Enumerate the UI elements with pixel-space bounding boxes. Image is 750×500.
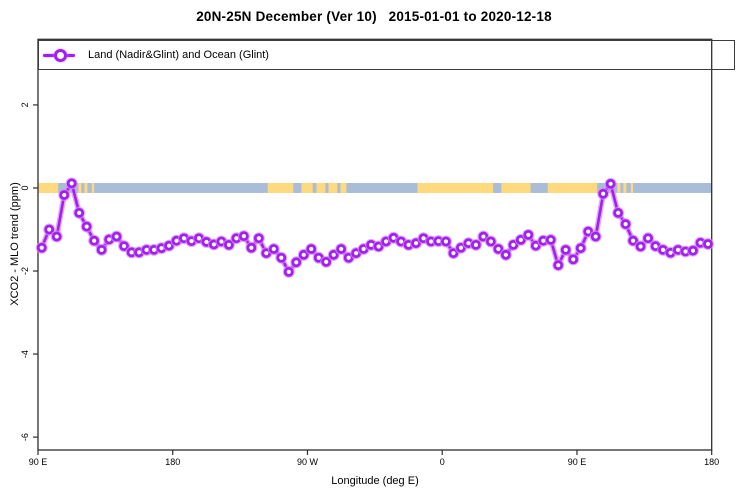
- data-point: [703, 239, 713, 249]
- data-point: [530, 240, 541, 251]
- data-point: [590, 231, 601, 242]
- y-tick-label: -4: [20, 350, 30, 358]
- data-point: [373, 241, 384, 252]
- data-point: [246, 242, 257, 253]
- data-point: [81, 221, 92, 232]
- data-point: [598, 188, 609, 199]
- legend-series-marker-icon: [43, 41, 79, 69]
- data-point: [605, 178, 616, 189]
- map-band-land-segment: [501, 182, 531, 193]
- data-point: [283, 266, 294, 277]
- map-band-ocean: [38, 182, 712, 193]
- data-point: [119, 241, 129, 252]
- data-point: [613, 207, 624, 218]
- data-point: [268, 244, 279, 254]
- y-tick-label: -2: [20, 267, 30, 275]
- x-tick-label: 90 E: [568, 457, 587, 467]
- map-band-land-segment: [623, 182, 627, 193]
- data-point: [508, 239, 519, 250]
- y-tick-label: 0: [20, 185, 30, 190]
- data-point: [471, 239, 481, 250]
- data-point: [51, 231, 62, 242]
- x-tick-label: 180: [165, 457, 180, 467]
- map-band-land-segment: [340, 182, 347, 193]
- data-point: [164, 240, 174, 251]
- data-point: [276, 252, 287, 263]
- x-axis-label: Longitude (deg E): [331, 475, 419, 487]
- data-point: [44, 224, 55, 235]
- map-band-land-segment: [547, 182, 598, 193]
- map-band-land-segment: [328, 182, 338, 193]
- data-point: [306, 244, 317, 254]
- chart-title: 20N-25N December (Ver 10) 2015-01-01 to …: [196, 9, 552, 24]
- data-point: [515, 234, 526, 245]
- data-point: [441, 236, 451, 247]
- data-point: [253, 233, 264, 244]
- map-band-land-segment: [630, 182, 634, 193]
- data-point: [448, 248, 459, 259]
- data-point: [74, 207, 85, 218]
- data-point: [628, 235, 639, 246]
- data-point: [643, 233, 653, 244]
- data-point: [89, 235, 100, 246]
- data-point: [545, 234, 556, 245]
- legend-label: Land (Nadir&Glint) and Ocean (Glint): [88, 49, 269, 61]
- data-point: [291, 257, 302, 268]
- map-band-land-segment: [84, 182, 88, 193]
- data-point: [568, 254, 579, 265]
- data-point: [553, 260, 564, 271]
- x-tick-label: 90 E: [29, 457, 48, 467]
- data-point: [223, 239, 234, 250]
- data-point: [575, 243, 586, 254]
- map-band-land-segment: [91, 182, 95, 193]
- data-point: [238, 231, 249, 242]
- data-point: [620, 219, 631, 229]
- x-tick-label: 90 W: [297, 457, 319, 467]
- data-point: [59, 190, 70, 200]
- y-tick-label: 2: [20, 102, 30, 107]
- data-point: [328, 249, 339, 260]
- data-point: [298, 249, 309, 260]
- data-point: [96, 244, 107, 255]
- data-point: [321, 256, 332, 267]
- map-band-land-segment: [417, 182, 494, 193]
- legend: Land (Nadir&Glint) and Ocean (Glint): [38, 40, 735, 70]
- data-point: [523, 229, 534, 240]
- data-point: [36, 242, 47, 253]
- map-band-land-segment: [301, 182, 313, 193]
- y-axis-label: XCO2 - MLO trend (ppm): [9, 182, 21, 306]
- data-point: [635, 241, 646, 252]
- data-point: [336, 244, 347, 254]
- data-point: [583, 226, 594, 237]
- data-point: [560, 244, 571, 255]
- data-point: [688, 245, 698, 256]
- y-tick-label: -6: [20, 433, 30, 441]
- legend-circle-marker-icon: [54, 48, 67, 62]
- data-point: [66, 178, 77, 189]
- map-band-land-segment: [617, 182, 621, 193]
- x-tick-label: 0: [440, 457, 445, 467]
- data-point: [411, 238, 421, 249]
- map-band-land-segment: [267, 182, 294, 193]
- data-point: [456, 242, 466, 253]
- data-point: [500, 249, 511, 260]
- map-band-land-segment: [38, 182, 59, 193]
- data-point: [111, 231, 122, 242]
- map-band-land-segment: [78, 182, 82, 193]
- data-point: [485, 236, 496, 247]
- data-point: [493, 244, 504, 254]
- x-tick-label: 180: [704, 457, 719, 467]
- data-point: [478, 231, 489, 242]
- data-point: [343, 252, 354, 263]
- map-band-land-segment: [316, 182, 326, 193]
